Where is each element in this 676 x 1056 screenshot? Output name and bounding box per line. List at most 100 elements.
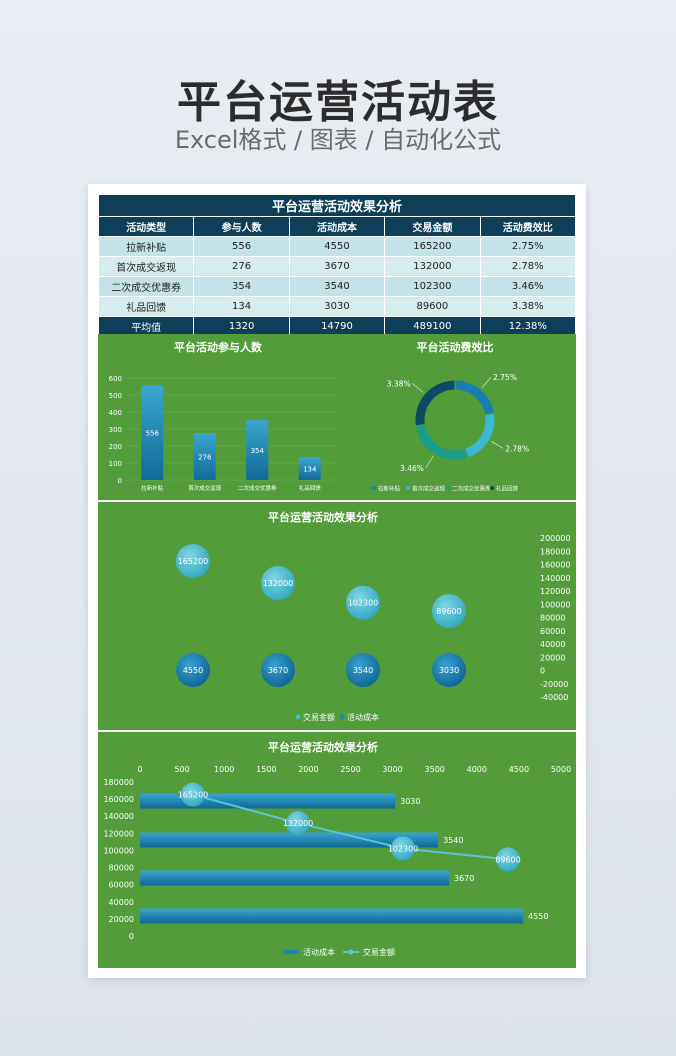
table-cell: 3670 xyxy=(288,256,386,277)
donut-data-label: 2.78% xyxy=(505,444,529,453)
chart-panel-top: 平台活动参与人数 600 500 400 300 200 100 0 556 拉新补贴 276 首次成… xyxy=(98,334,576,500)
y-tick-label: -20000 xyxy=(540,680,568,689)
legend-label: 交易金额 xyxy=(363,947,395,957)
bubble-data-label: 3670 xyxy=(268,666,288,675)
legend-marker xyxy=(490,486,494,490)
donut-leader-line xyxy=(491,441,504,449)
table-cell: 354 xyxy=(193,276,290,297)
legend-marker xyxy=(283,950,299,954)
x-tick-label: 5000 xyxy=(551,765,571,774)
legend-label: 首次成交返现 xyxy=(412,485,446,493)
y-tick-label: 400 xyxy=(109,409,122,417)
y-tick-label: -40000 xyxy=(540,693,568,702)
table-row: 首次成交返现 276 3670 132000 2.78% xyxy=(97,256,577,277)
y-tick-label: 0 xyxy=(118,477,122,485)
x-tick-label: 二次成交优惠券 xyxy=(238,484,277,492)
point-data-label: 165200 xyxy=(178,791,209,800)
table-cell: 132000 xyxy=(384,256,481,277)
donut-slice xyxy=(414,379,456,427)
legend-marker xyxy=(348,949,354,955)
page-title: 平台运营活动表 xyxy=(177,77,499,128)
legend-label: 二次成交优惠券 xyxy=(452,485,491,493)
y-tick-label: 100000 xyxy=(103,846,134,855)
bar-data-label: 276 xyxy=(198,454,212,462)
bubble-data-label: 102300 xyxy=(348,599,379,608)
bubble xyxy=(176,653,210,687)
horizontal-bar xyxy=(140,908,524,924)
donut-chart-title: 平台活动费效比 xyxy=(417,340,494,354)
horizontal-bar xyxy=(140,870,450,886)
y-tick-label: 300 xyxy=(109,426,122,434)
line-series xyxy=(192,793,509,861)
table-row: 礼品回馈 134 3030 89600 3.38% xyxy=(97,296,577,317)
legend-label: 礼品回馈 xyxy=(496,485,519,493)
bubble-chart-title: 平台运营活动效果分析 xyxy=(268,510,378,524)
bar xyxy=(141,385,164,480)
x-tick-label: 礼品回馈 xyxy=(299,484,322,492)
y-tick-label: 0 xyxy=(540,667,545,676)
table-cell: 89600 xyxy=(384,296,481,317)
y-tick-label: 200 xyxy=(109,443,122,451)
bubble xyxy=(261,653,295,687)
table-cell: 礼品回馈 xyxy=(97,296,195,317)
bubble-data-label: 3540 xyxy=(353,666,373,675)
table-cell: 134 xyxy=(193,296,290,317)
table-cell: 165200 xyxy=(384,236,481,257)
bubble-data-label: 3030 xyxy=(439,666,459,675)
bubble xyxy=(261,566,295,601)
legend-label: 拉新补贴 xyxy=(378,485,401,493)
y-tick-label: 0 xyxy=(129,932,134,941)
bar-data-label: 3540 xyxy=(443,836,463,845)
x-tick-label: 4500 xyxy=(509,765,529,774)
table-cell: 拉新补贴 xyxy=(97,236,195,257)
x-tick-label: 2000 xyxy=(298,765,318,774)
column-header: 交易金额 xyxy=(384,216,481,237)
legend-marker xyxy=(295,714,301,720)
y-tick-label: 80000 xyxy=(109,864,134,873)
donut-leader-line xyxy=(425,455,434,469)
bubble-data-label: 132000 xyxy=(263,579,294,588)
column-header: 活动成本 xyxy=(288,216,386,237)
bar xyxy=(193,433,216,480)
line-point xyxy=(286,811,310,836)
table-cell: 489100 xyxy=(384,316,481,337)
y-tick-label: 100 xyxy=(109,460,122,468)
chart-panel-bubble: 平台运营活动效果分析 200000 180000 160000 140000 120000… xyxy=(98,502,576,730)
donut-leader-line xyxy=(412,383,424,393)
donut-data-label: 3.46% xyxy=(400,464,424,473)
participation-and-ratio-charts: 平台活动参与人数 600 500 400 300 200 100 0 556 拉新补贴 276 首次成… xyxy=(109,340,529,493)
legend-label: 交易金额 xyxy=(303,712,335,722)
bubble xyxy=(346,585,380,620)
bar xyxy=(246,419,269,480)
spreadsheet-preview: 平台运营活动效果分析 活动类型 参与人数 活动成本 交易金额 活动费效比 拉新补… xyxy=(88,184,586,978)
table-cell: 102300 xyxy=(384,276,481,297)
bubble xyxy=(176,544,210,579)
y-tick-label: 100000 xyxy=(540,600,571,609)
combo-chart: 平台运营活动效果分析 0 500 1000 1500 2000 2500 3000 3500 40… xyxy=(103,740,571,957)
legend-label: 活动成本 xyxy=(347,712,379,722)
combo-chart-title: 平台运营活动效果分析 xyxy=(268,740,378,754)
y-tick-label: 160000 xyxy=(540,561,571,570)
bubble xyxy=(432,653,466,687)
line-point xyxy=(391,836,415,861)
table-cell: 3.46% xyxy=(479,276,577,297)
bar xyxy=(298,457,321,480)
bubble-chart: 平台运营活动效果分析200000180000160000140000120000… xyxy=(176,510,571,722)
legend-label: 活动成本 xyxy=(303,947,335,957)
column-header: 活动费效比 xyxy=(479,216,577,237)
table-cell: 14790 xyxy=(288,316,386,337)
x-tick-label: 拉新补贴 xyxy=(141,484,164,492)
summary-table: 平台运营活动效果分析 活动类型 参与人数 活动成本 交易金额 活动费效比 拉新补… xyxy=(97,194,577,337)
table-cell: 4550 xyxy=(288,236,386,257)
column-header: 活动类型 xyxy=(97,216,195,237)
x-tick-label: 0 xyxy=(137,765,142,774)
table-cell: 2.78% xyxy=(479,256,577,277)
table-header-row: 活动类型 参与人数 活动成本 交易金额 活动费效比 xyxy=(97,216,577,237)
y-tick-label: 200000 xyxy=(540,534,571,543)
donut-slice xyxy=(454,379,495,416)
x-tick-label: 3000 xyxy=(382,765,402,774)
y-tick-label: 160000 xyxy=(103,795,134,804)
x-tick-label: 1000 xyxy=(214,765,234,774)
x-tick-label: 4000 xyxy=(467,765,487,774)
y-tick-label: 180000 xyxy=(540,547,571,556)
